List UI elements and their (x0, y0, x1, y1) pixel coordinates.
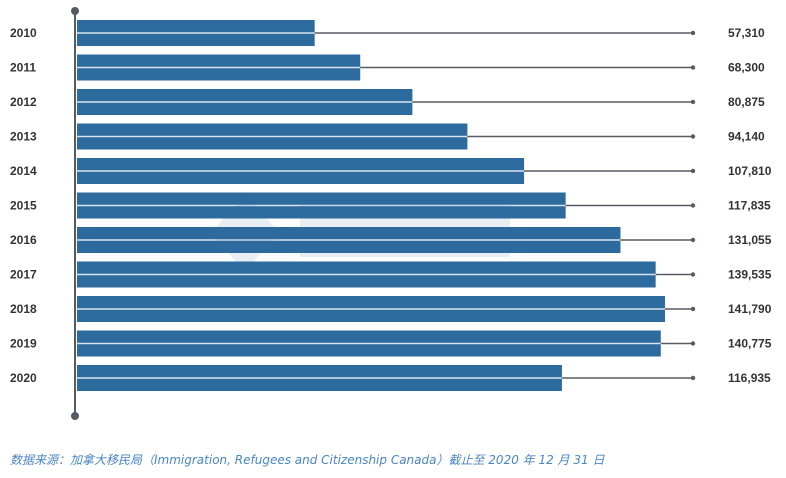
value-label: 131,055 (728, 233, 772, 247)
year-label: 2013 (10, 130, 37, 144)
leader-dot (690, 272, 696, 277)
year-label: 2010 (10, 26, 37, 40)
leader-dot (690, 99, 696, 105)
leader-dot (690, 237, 696, 243)
value-label: 80,875 (728, 95, 765, 109)
leader-dot (690, 306, 696, 312)
year-label: 2015 (10, 199, 37, 213)
value-label: 139,535 (728, 268, 772, 282)
leader-dot (690, 341, 696, 346)
value-label: 141,790 (728, 302, 772, 316)
year-label: 2020 (10, 371, 37, 385)
bars-layer: 2010 57,310 2011 68,300 2012 80,875 2013 94,140… (10, 20, 772, 391)
leader-dot (690, 168, 696, 174)
leader-dot (690, 134, 696, 139)
axis-top-dot (71, 7, 79, 15)
leader-dot (690, 30, 696, 36)
source-footnote: 数据来源：加拿大移民局（Immigration, Refugees and Ci… (10, 453, 605, 467)
value-label: 116,935 (728, 371, 771, 385)
value-label: 68,300 (728, 61, 765, 75)
value-label: 107,810 (728, 164, 772, 178)
year-label: 2018 (10, 302, 37, 316)
leader-dot (690, 375, 696, 381)
value-label: 94,140 (728, 130, 765, 144)
year-label: 2016 (10, 233, 37, 247)
value-label: 140,775 (728, 337, 772, 351)
value-label: 57,310 (728, 26, 765, 40)
axis-bottom-dot (71, 412, 79, 420)
year-label: 2014 (10, 164, 37, 178)
value-label: 117,835 (728, 199, 771, 213)
leader-dot (690, 203, 696, 208)
year-label: 2012 (10, 95, 37, 109)
year-label: 2011 (10, 61, 36, 75)
year-label: 2019 (10, 337, 37, 351)
bar-chart: 2010 57,310 2011 68,300 2012 80,875 2013 94,140… (10, 7, 772, 420)
leader-dot (690, 65, 696, 70)
year-label: 2017 (10, 268, 37, 282)
